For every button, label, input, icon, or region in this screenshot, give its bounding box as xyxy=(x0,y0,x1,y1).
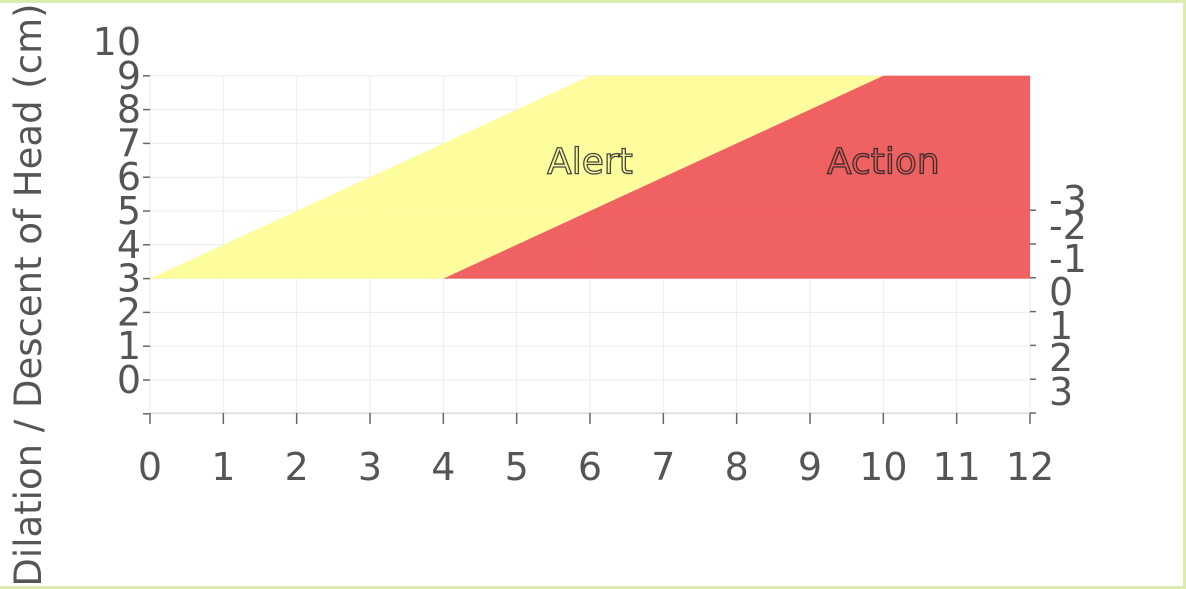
y-left-tick-label: 5 xyxy=(117,189,141,233)
y-right-tick-label: 0 xyxy=(1049,270,1073,314)
y-left-tick-label: 8 xyxy=(117,88,141,132)
x-tick-label: 9 xyxy=(798,445,822,489)
zone-label-action: Action xyxy=(827,141,940,182)
y-left-tick-label: 6 xyxy=(117,155,141,199)
zone-alert xyxy=(150,75,884,279)
y-right-tick-label: -1 xyxy=(1049,237,1087,281)
x-tick-label: 4 xyxy=(431,445,455,489)
axes xyxy=(143,75,1036,424)
y-right-tick-label: -3 xyxy=(1049,178,1087,222)
y-left-tick-label: 2 xyxy=(117,290,141,334)
x-tick-label: 0 xyxy=(138,445,162,489)
zone-label-alert: Alert xyxy=(547,141,633,182)
y-right-tick-label: 3 xyxy=(1049,370,1073,414)
x-tick-label: 5 xyxy=(505,445,529,489)
zone-labels: Alert Action xyxy=(546,141,940,183)
zones xyxy=(150,75,1030,279)
x-tick-label: 8 xyxy=(725,445,749,489)
x-tick-labels: 0 1 2 3 4 5 6 7 8 9 10 11 12 xyxy=(138,445,1054,489)
x-tick-label: 12 xyxy=(1006,445,1054,489)
y-left-tick-label: 4 xyxy=(117,223,141,267)
y-left-tick-label: 9 xyxy=(117,54,141,98)
y-right-tick-label: 1 xyxy=(1049,304,1073,348)
x-tick-label: 11 xyxy=(932,445,980,489)
y-left-tick-label: 7 xyxy=(117,121,141,165)
y-right-tick-label: 2 xyxy=(1049,336,1073,380)
x-tick-label: 2 xyxy=(285,445,309,489)
x-tick-label: 3 xyxy=(358,445,382,489)
y-right-tick-label: -2 xyxy=(1049,204,1087,248)
y-left-tick-label: 1 xyxy=(117,324,141,368)
y-axis-title: Dilation / Descent of Head (cm) xyxy=(7,3,50,586)
x-tick-label: 1 xyxy=(211,445,235,489)
y-left-tick-label: 3 xyxy=(117,257,141,301)
x-tick-label: 6 xyxy=(578,445,602,489)
zone-action xyxy=(443,75,1030,279)
y-left-tick-label: 10 xyxy=(93,20,141,64)
x-tick-label: 10 xyxy=(859,445,907,489)
y-left-tick-label: 0 xyxy=(117,358,141,402)
x-tick-label: 7 xyxy=(651,445,675,489)
